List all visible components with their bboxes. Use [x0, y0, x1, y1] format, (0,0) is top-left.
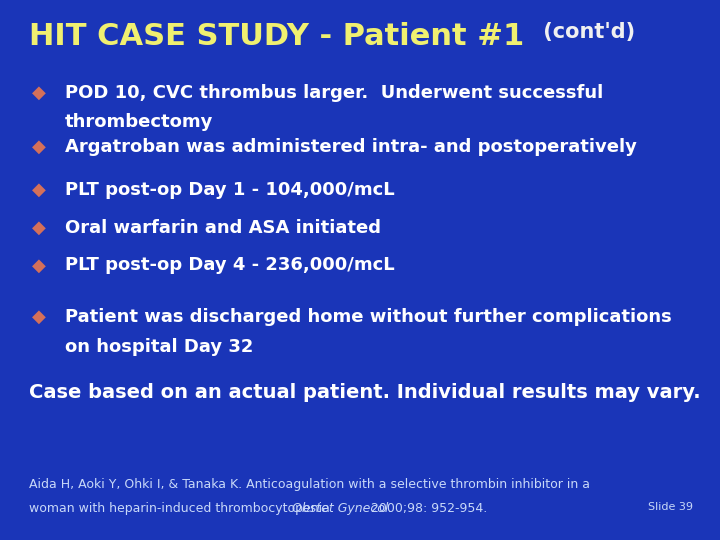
Text: on hospital Day 32: on hospital Day 32 [65, 338, 253, 355]
Text: thrombectomy: thrombectomy [65, 113, 213, 131]
Text: ◆: ◆ [32, 308, 46, 326]
Text: woman with heparin-induced thrombocytopenia.: woman with heparin-induced thrombocytope… [29, 502, 338, 515]
Text: ◆: ◆ [32, 219, 46, 237]
Text: POD 10, CVC thrombus larger.  Underwent successful: POD 10, CVC thrombus larger. Underwent s… [65, 84, 603, 102]
Text: ◆: ◆ [32, 256, 46, 274]
Text: ◆: ◆ [32, 84, 46, 102]
Text: Case based on an actual patient. Individual results may vary.: Case based on an actual patient. Individ… [29, 383, 701, 402]
Text: ◆: ◆ [32, 138, 46, 156]
Text: HIT CASE STUDY - Patient #1: HIT CASE STUDY - Patient #1 [29, 22, 524, 51]
Text: Oral warfarin and ASA initiated: Oral warfarin and ASA initiated [65, 219, 381, 237]
Text: Slide 39: Slide 39 [648, 502, 693, 512]
Text: Patient was discharged home without further complications: Patient was discharged home without furt… [65, 308, 672, 326]
Text: Aida H, Aoki Y, Ohki I, & Tanaka K. Anticoagulation with a selective thrombin in: Aida H, Aoki Y, Ohki I, & Tanaka K. Anti… [29, 478, 590, 491]
Text: Obstet Gynecol.: Obstet Gynecol. [292, 502, 392, 515]
Text: 2000;98: 952-954.: 2000;98: 952-954. [367, 502, 487, 515]
Text: PLT post-op Day 4 - 236,000/mcL: PLT post-op Day 4 - 236,000/mcL [65, 256, 395, 274]
Text: ◆: ◆ [32, 181, 46, 199]
Text: Argatroban was administered intra- and postoperatively: Argatroban was administered intra- and p… [65, 138, 636, 156]
Text: PLT post-op Day 1 - 104,000/mcL: PLT post-op Day 1 - 104,000/mcL [65, 181, 395, 199]
Text: (cont'd): (cont'd) [536, 22, 636, 42]
